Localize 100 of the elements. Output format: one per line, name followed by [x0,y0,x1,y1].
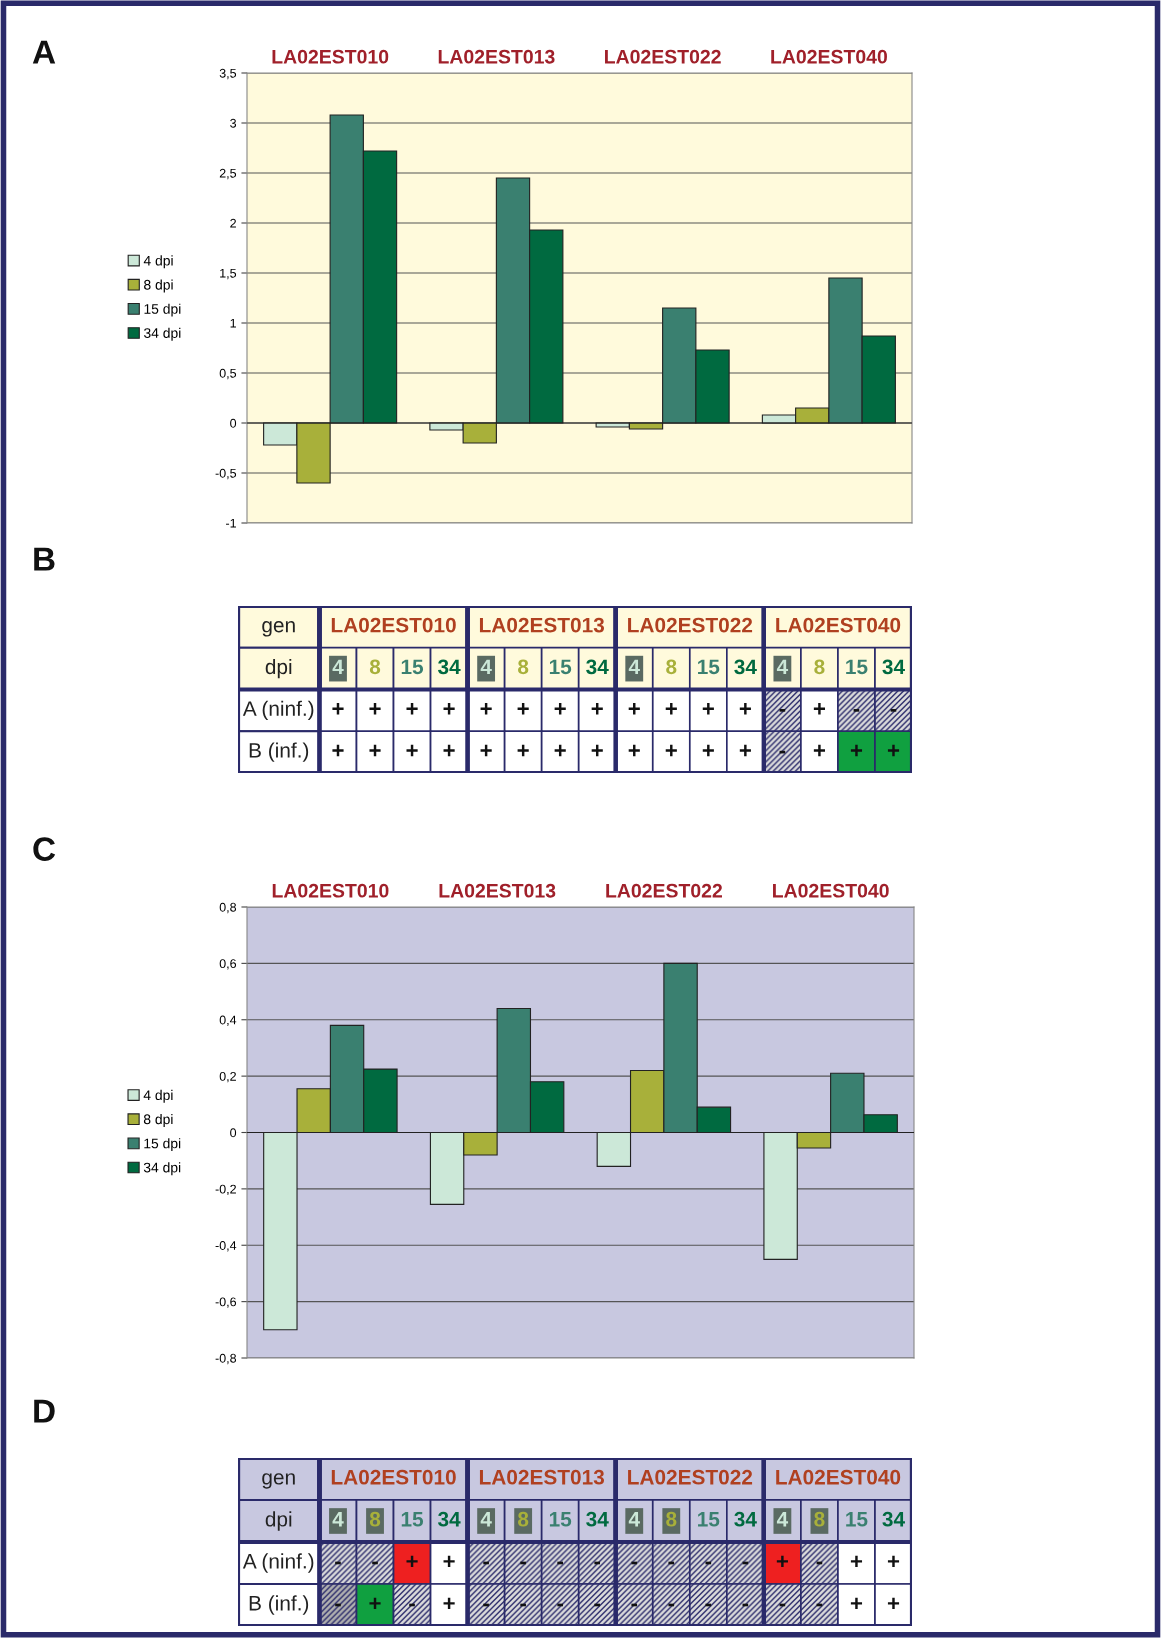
text: + [406,1555,418,1567]
text: + [406,744,418,757]
text: - [335,1561,341,1565]
category-label: gen [262,1473,295,1489]
text: 4 [628,659,640,675]
text: + [813,703,825,715]
text: + [591,744,603,757]
category-label: LA02EST010 [331,1469,456,1485]
y-tick-label: 0,4 [219,1015,237,1026]
text: 15 [698,1512,720,1527]
y-tick-label: 0 [230,1128,237,1138]
text: + [850,1597,863,1609]
text: - [483,1603,489,1607]
text: - [335,1603,341,1607]
text: 15 [549,1512,572,1527]
text: 34 [882,659,905,675]
text: - [557,1561,563,1565]
text: 34 [437,1511,461,1527]
text: + [443,1555,455,1567]
y-tick-label: -0,8 [215,1353,237,1365]
text: - [668,1603,675,1607]
y-tick-label: -0,6 [215,1297,237,1308]
text: + [369,1597,381,1609]
y-tick-label: 2,5 [219,168,237,180]
text: 8 [518,1511,529,1527]
x-tick-label: LA02EST022 [606,883,722,898]
text: - [520,1603,526,1607]
category-label: LA02EST040 [776,1469,901,1485]
category-label: dpi [265,1511,292,1531]
y-tick-label: 0,8 [219,902,237,914]
text: + [776,1555,788,1567]
text: + [443,1597,455,1609]
text: + [887,1597,900,1609]
category-label: LA02EST040 [776,617,901,633]
y-tick-label: -0,2 [215,1184,236,1195]
x-tick-label: LA02EST010 [272,49,389,64]
text: - [594,1561,601,1565]
text: + [887,744,900,757]
y-tick-label: 0,2 [219,1071,236,1083]
legend-label: 8 dpi [144,279,173,293]
category-label: A (ninf.) [242,1553,314,1573]
text: 34 [734,659,757,675]
legend-label: 15 dpi [144,1138,181,1152]
text: 34 [586,1511,609,1527]
category-label: dpi [265,658,292,679]
text: 15 [549,659,572,675]
text: - [594,1603,601,1607]
y-tick-label: 1 [230,318,236,328]
text: 15 [846,1512,868,1527]
category-label: gen [262,621,295,637]
legend-label: 34 dpi [143,1162,181,1176]
text: + [369,744,381,757]
text: + [517,744,529,757]
y-tick-label: -1 [226,518,236,528]
y-tick-label: 3,5 [219,68,237,80]
text: 15 [846,659,868,675]
category-label: LA02EST010 [331,617,456,633]
x-tick-label: LA02EST010 [272,883,389,898]
text: + [702,703,714,715]
text: B [34,547,55,571]
text: - [816,1603,823,1607]
category-label: LA02EST022 [628,617,753,633]
text: + [850,744,863,757]
text: + [480,744,492,757]
text: 4 [332,659,344,675]
y-tick-label: 1,5 [220,268,237,280]
text: 15 [698,659,720,675]
x-tick-label: LA02EST013 [438,49,555,64]
legend-label: 34 dpi [143,327,181,341]
text: + [332,744,344,757]
text: 4 [776,659,789,675]
text: 8 [814,659,825,675]
y-tick-label: 3 [230,118,237,128]
text: 15 [401,659,424,675]
text: 8 [814,1511,825,1527]
text: - [409,1603,415,1607]
text: + [554,703,566,715]
text: + [591,703,603,715]
text: + [850,1555,863,1567]
text: + [702,744,714,757]
text: 4 [332,1512,344,1527]
text: - [520,1561,526,1565]
y-tick-label: 2 [230,218,236,228]
text: - [557,1603,563,1607]
text: - [779,1603,786,1607]
text: + [517,703,529,715]
legend-label: 8 dpi [143,1114,173,1127]
chart-title: A [32,40,56,64]
text: 8 [369,1511,381,1527]
y-tick-label: 0,5 [219,368,237,380]
text: + [480,703,492,715]
text: - [816,1561,823,1565]
text: - [372,1561,378,1565]
text: + [406,703,418,715]
text: + [739,703,751,715]
text: - [779,750,786,754]
text: + [665,744,677,757]
text: 34 [734,1511,757,1527]
text: 4 [480,1512,492,1527]
x-tick-label: LA02EST022 [605,49,721,64]
